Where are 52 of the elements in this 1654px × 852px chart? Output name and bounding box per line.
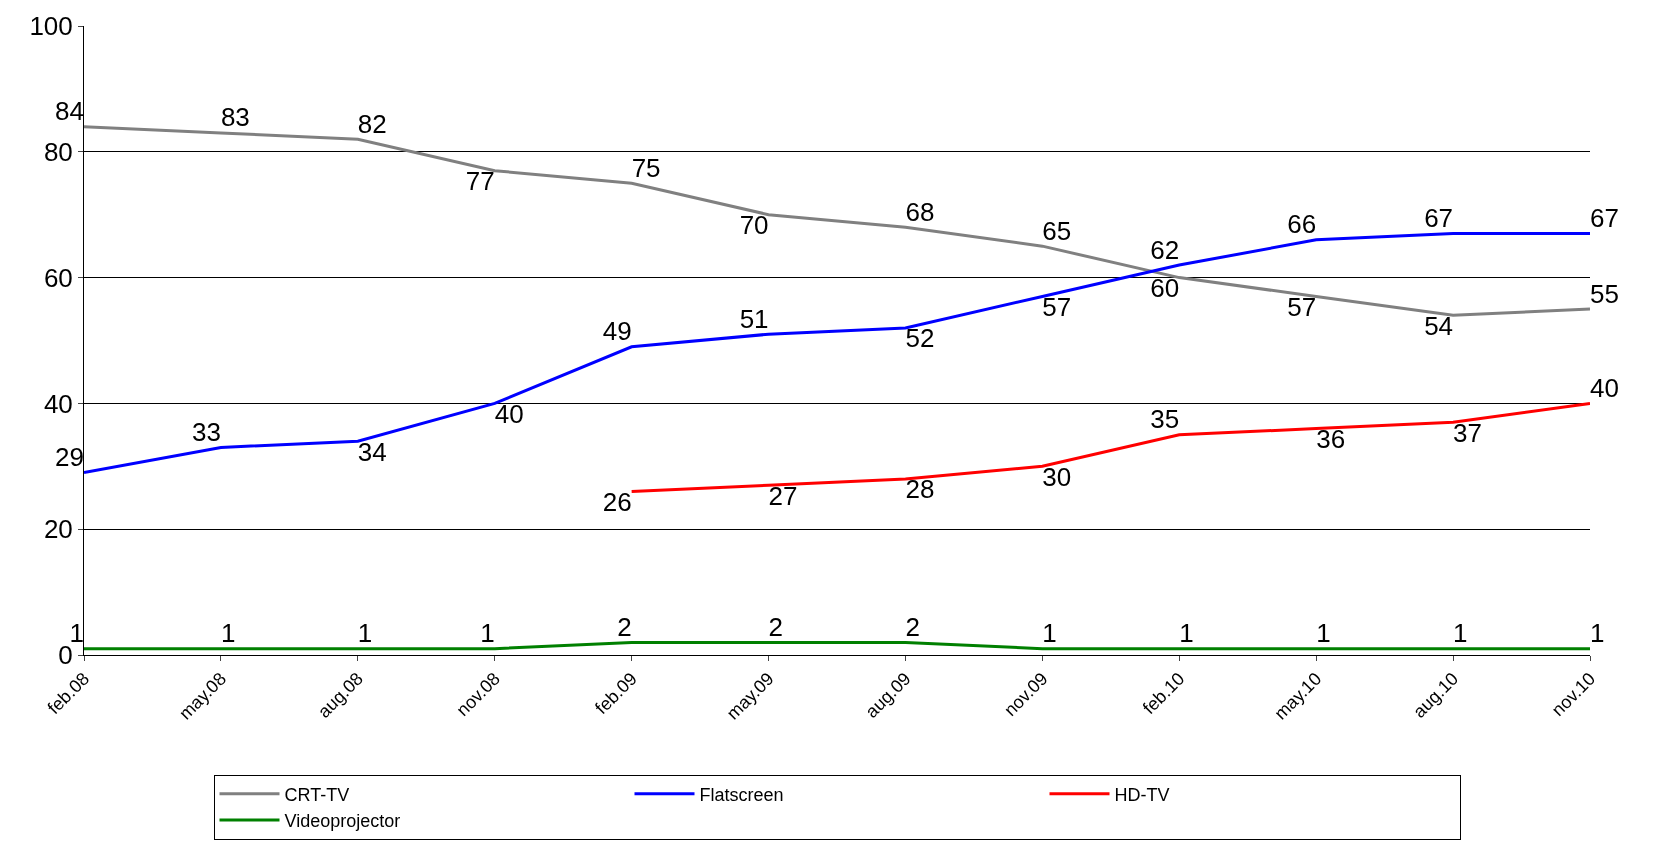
data-label: 70 [739, 210, 769, 241]
data-label: 84 [55, 96, 84, 127]
data-label: 40 [494, 398, 524, 429]
data-label: 51 [739, 303, 769, 334]
data-label: 28 [905, 474, 935, 505]
data-label: 1 [1316, 618, 1331, 649]
data-label: 1 [1453, 618, 1468, 649]
data-label: 67 [1590, 203, 1619, 234]
y-tick-label: 80 [43, 136, 73, 167]
y-tick-label: 20 [43, 514, 73, 545]
data-label: 75 [631, 152, 661, 183]
y-tick-label: 60 [43, 262, 73, 293]
data-label: 1 [220, 618, 236, 649]
data-label: 1 [357, 618, 373, 649]
data-label: 57 [1287, 291, 1317, 322]
data-label: 1 [480, 618, 495, 649]
data-label: 62 [1150, 234, 1180, 265]
data-label: 49 [602, 316, 632, 347]
data-label: 68 [905, 196, 935, 227]
data-label: 1 [1179, 618, 1194, 649]
data-label: 83 [220, 102, 250, 133]
data-label: 40 [1590, 372, 1619, 403]
legend-label: HD-TV [1114, 784, 1170, 805]
data-label: 35 [1150, 404, 1180, 435]
data-label: 27 [768, 480, 798, 511]
legend-label: Flatscreen [699, 784, 784, 805]
data-label: 36 [1316, 424, 1346, 455]
data-label: 60 [1150, 273, 1180, 304]
data-label: 29 [55, 442, 84, 473]
data-label: 34 [357, 436, 387, 467]
data-label: 52 [905, 323, 935, 354]
legend-label: Videoprojector [284, 811, 401, 832]
data-label: 66 [1287, 209, 1317, 240]
data-label: 1 [1042, 618, 1057, 649]
data-label: 77 [465, 166, 495, 197]
data-label: 57 [1042, 291, 1072, 322]
data-label: 1 [1590, 618, 1605, 649]
data-label: 37 [1453, 417, 1483, 448]
data-label: 26 [602, 486, 632, 517]
y-tick-label: 100 [29, 11, 73, 42]
data-label: 67 [1424, 203, 1454, 234]
data-label: 54 [1424, 310, 1454, 341]
data-label: 2 [768, 611, 784, 642]
data-label: 2 [617, 611, 632, 642]
data-label: 33 [191, 416, 221, 447]
data-label: 55 [1590, 278, 1619, 309]
data-label: 82 [357, 108, 387, 139]
data-label: 2 [905, 611, 920, 642]
data-label: 30 [1042, 461, 1072, 492]
data-label: 65 [1042, 215, 1072, 246]
y-tick-label: 40 [43, 388, 73, 419]
legend-label: CRT-TV [284, 784, 350, 805]
